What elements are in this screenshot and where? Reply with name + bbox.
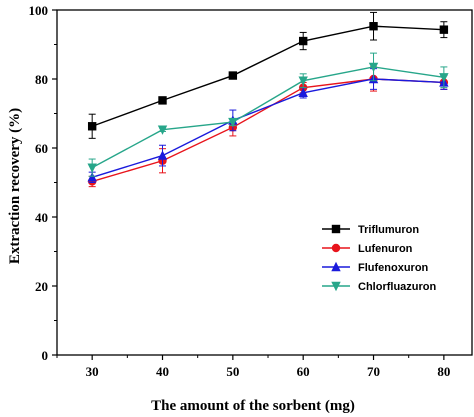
- plot-frame: [56, 9, 473, 356]
- series-line-3: [91, 66, 444, 169]
- data-point: [298, 36, 308, 46]
- y-tick-label: 60: [35, 141, 48, 156]
- data-point: [157, 125, 168, 135]
- y-tick-label: 0: [42, 348, 49, 363]
- data-point: [228, 71, 238, 80]
- data-point: [87, 122, 97, 131]
- y-tick-label: 20: [35, 279, 48, 294]
- data-point: [298, 76, 308, 86]
- series-line-1: [91, 78, 444, 183]
- series-line-2: [91, 78, 444, 178]
- series-line-0: [91, 25, 444, 127]
- x-tick-label: 30: [86, 364, 99, 379]
- legend-label: Chlorfluazuron: [358, 281, 436, 293]
- y-axis-title: Extraction recovery (%): [7, 108, 23, 264]
- data-point: [439, 73, 449, 83]
- x-axis-title: The amount of the sorbent (mg): [151, 398, 355, 414]
- x-tick-label: 60: [297, 364, 310, 379]
- legend-marker: [331, 261, 341, 272]
- data-point: [369, 22, 378, 31]
- data-point: [298, 87, 308, 97]
- legend-label: Flufenoxuron: [358, 262, 429, 274]
- legend-marker: [331, 281, 341, 292]
- y-tick-label: 100: [29, 3, 49, 18]
- legend-marker: [331, 224, 341, 234]
- legend-label: Triflumuron: [358, 224, 419, 236]
- data-point: [368, 62, 379, 73]
- x-tick-label: 70: [367, 364, 380, 379]
- x-tick-label: 80: [437, 364, 450, 379]
- data-point: [439, 25, 449, 34]
- legend-label: Lufenuron: [358, 243, 413, 255]
- data-point: [228, 117, 238, 128]
- x-tick-label: 40: [156, 364, 169, 379]
- data-point: [158, 96, 167, 105]
- data-point: [157, 150, 168, 160]
- y-tick-label: 80: [35, 72, 48, 87]
- legend-marker: [331, 243, 341, 253]
- data-point: [87, 172, 97, 182]
- plot-area: 30 40 50 60 70 80 0 20 40 60 80 100 Triflumuron Lufen…: [29, 3, 473, 379]
- y-tick-label: 40: [35, 210, 48, 225]
- x-tick-label: 50: [226, 364, 239, 379]
- data-point: [87, 163, 97, 173]
